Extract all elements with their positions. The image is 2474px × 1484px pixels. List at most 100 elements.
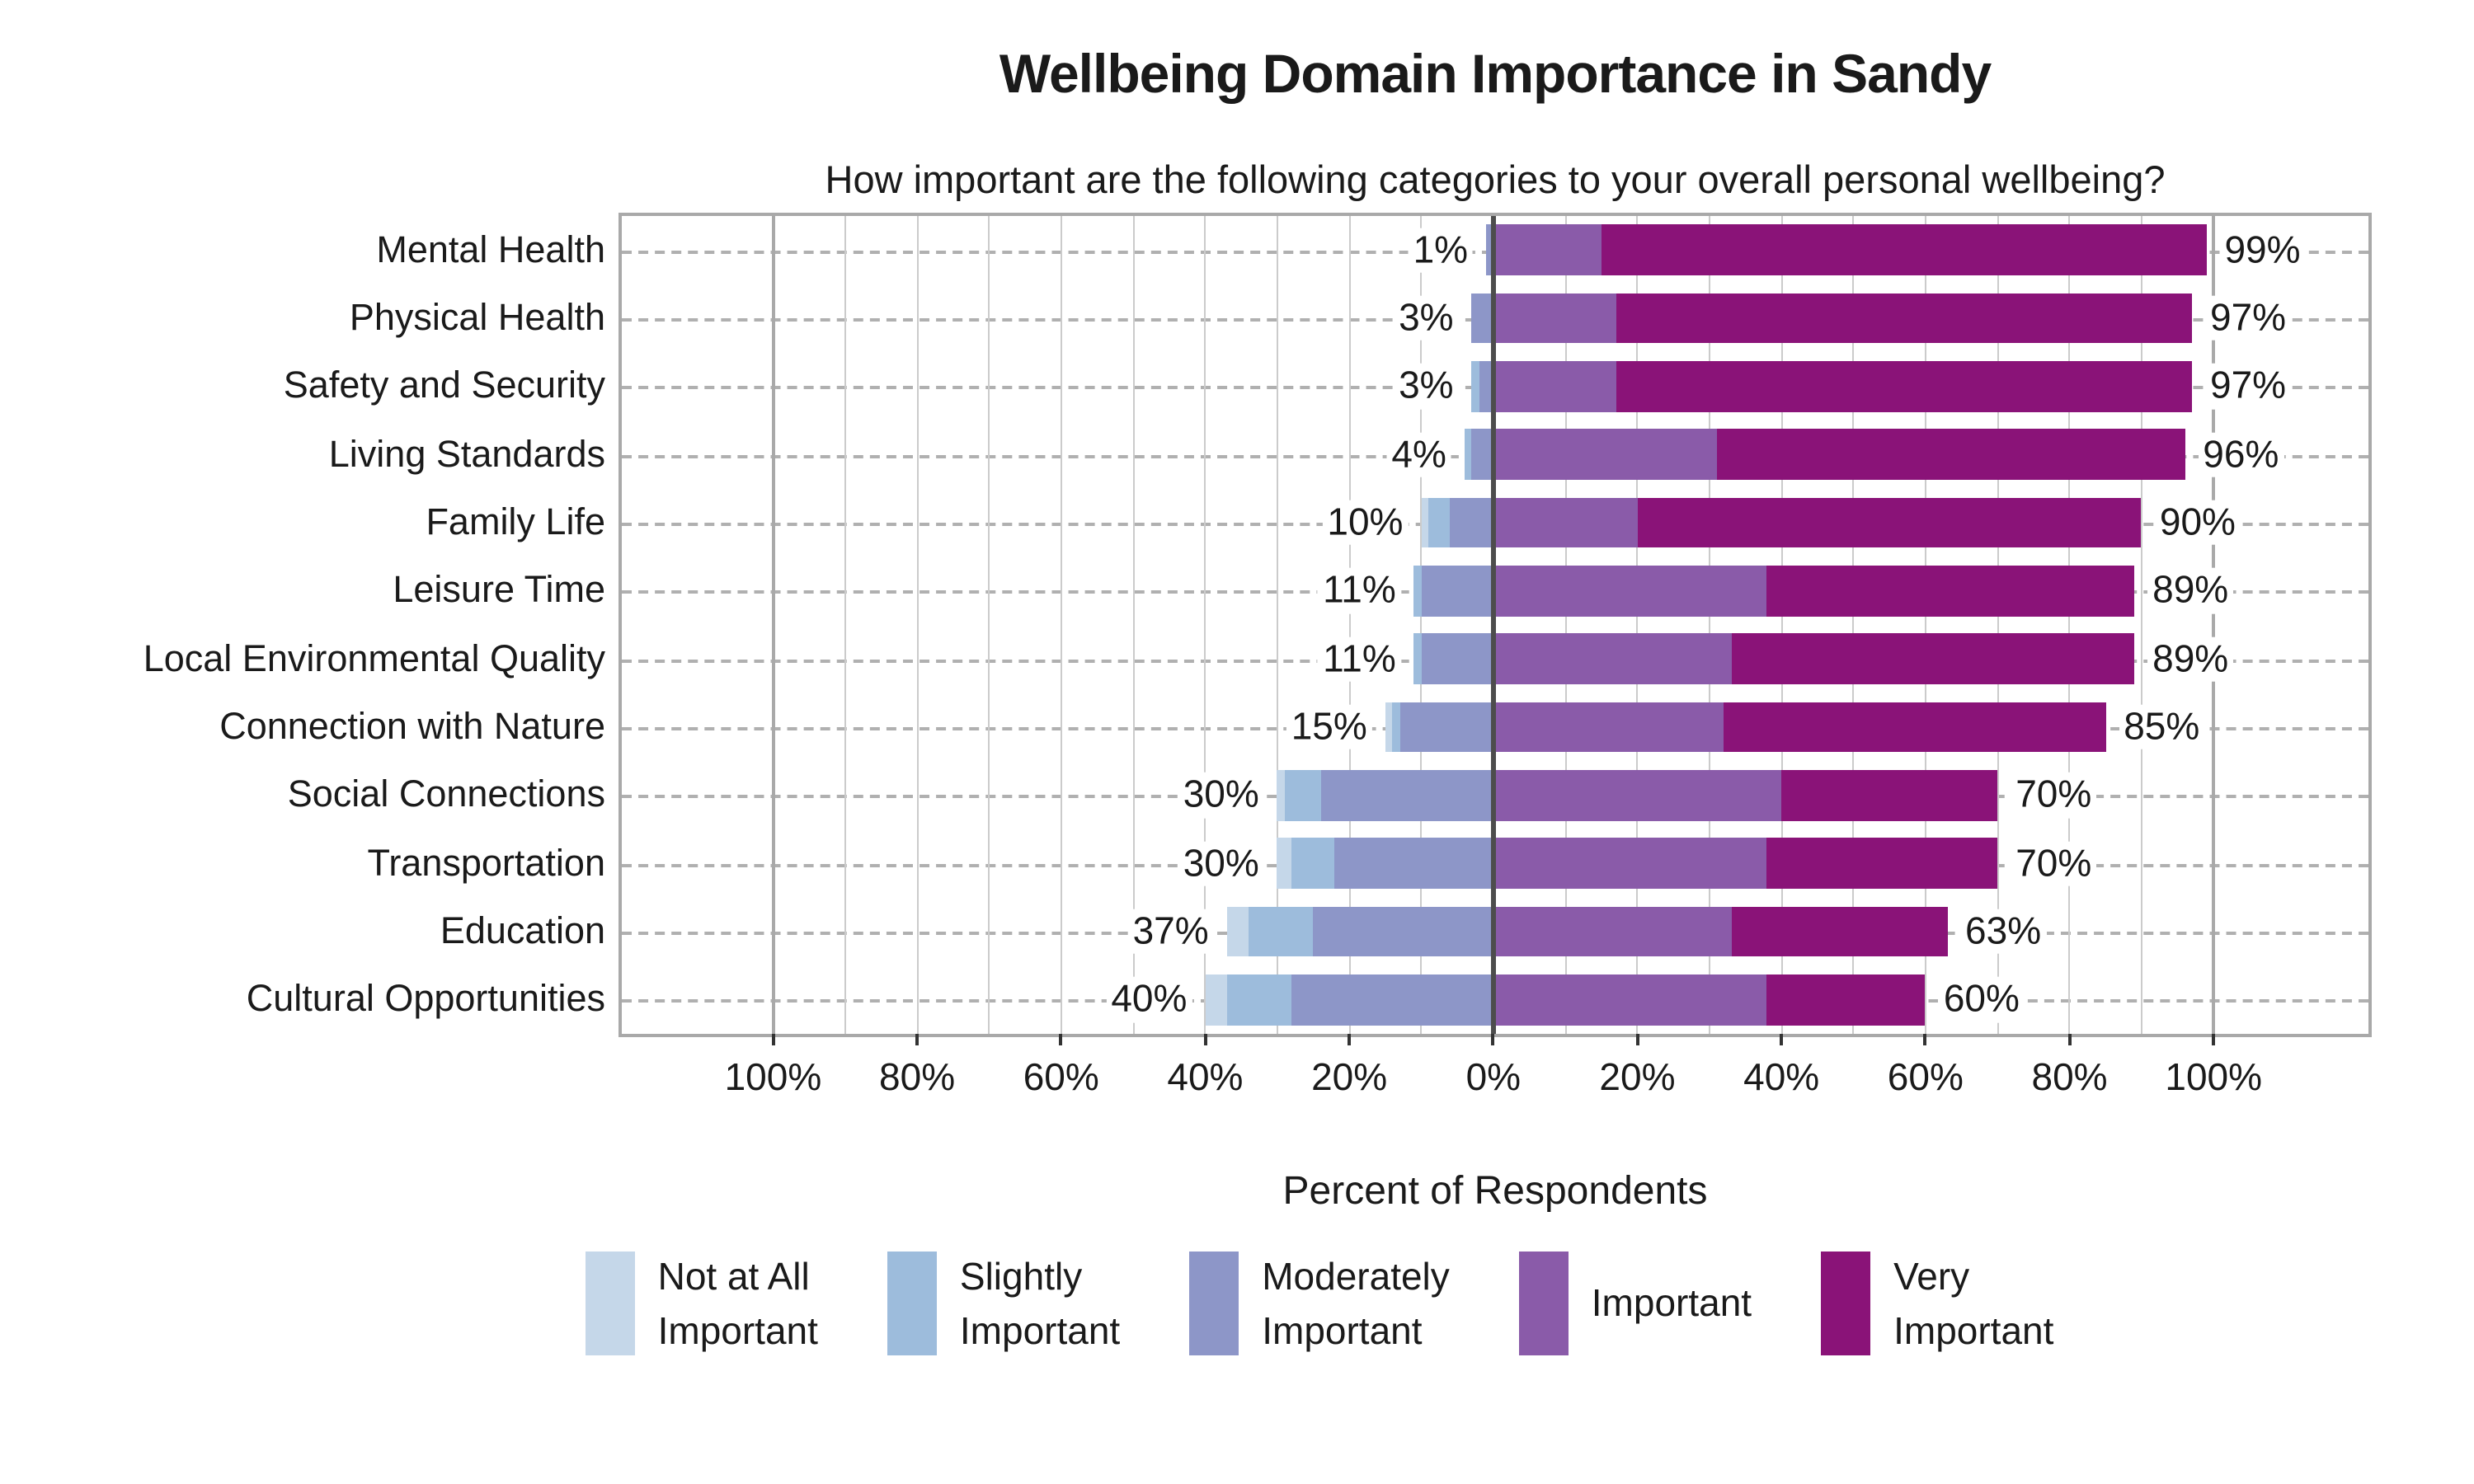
- bar-segment-not-at-all-important: [1277, 838, 1292, 889]
- x-tick-label: 80%: [2031, 1055, 2108, 1098]
- gridline: [1348, 216, 1351, 1034]
- bar-segment-important: [1493, 497, 1638, 548]
- bar-segment-very-important: [1766, 974, 1926, 1026]
- legend-swatch: [1821, 1252, 1871, 1356]
- bar-segment-slightly-important: [1284, 770, 1321, 821]
- right-total-label: 97%: [2205, 364, 2292, 409]
- gridline: [1060, 216, 1062, 1034]
- legend-label: Not at All Important: [657, 1255, 818, 1352]
- bar-segment-important: [1493, 906, 1732, 957]
- x-tick-label: 0%: [1465, 1055, 1522, 1098]
- plot-area: Mental Health 1% 99% Physical Health 3% 97% Sa…: [143, 213, 2372, 1098]
- legend-label: Important: [1591, 1281, 1752, 1325]
- x-tick: [1780, 1034, 1784, 1045]
- x-tick: [1491, 1034, 1495, 1045]
- right-total-label: 85%: [2119, 704, 2205, 750]
- gridline: [2068, 216, 2071, 1034]
- left-total-label: 11%: [1318, 636, 1401, 682]
- right-total-label: 63%: [1960, 909, 2047, 955]
- chart-subtitle: How important are the following categori…: [825, 158, 2166, 201]
- gridline: [1132, 216, 1135, 1034]
- left-total-label: 30%: [1178, 773, 1264, 818]
- category-label: Cultural Opportunities: [246, 978, 605, 1020]
- right-total-label: 70%: [2011, 773, 2097, 818]
- x-tick: [915, 1034, 920, 1045]
- x-tick: [1203, 1034, 1207, 1045]
- bar-segment-important: [1493, 702, 1724, 753]
- bar-segment-important: [1493, 633, 1732, 684]
- x-tick-label: 80%: [879, 1055, 956, 1098]
- bar-segment-moderately-important: [1479, 361, 1493, 412]
- bar-segment-important: [1493, 224, 1602, 275]
- bar-segment-important: [1493, 429, 1717, 480]
- bar-segment-moderately-important: [1486, 224, 1493, 275]
- gridline: [1852, 216, 1855, 1034]
- bar-segment-not-at-all-important: [1277, 770, 1285, 821]
- gridline: [916, 216, 919, 1034]
- x-tick: [1635, 1034, 1639, 1045]
- bar-segment-not-at-all-important: [1205, 974, 1227, 1026]
- x-tick: [771, 1034, 775, 1045]
- x-tick: [1923, 1034, 1927, 1045]
- bar-segment-moderately-important: [1471, 293, 1493, 344]
- x-tick-label: 60%: [1887, 1055, 1964, 1098]
- right-total-label: 99%: [2219, 228, 2306, 273]
- bar-segment-important: [1493, 566, 1767, 617]
- x-tick-label: 20%: [1311, 1055, 1388, 1098]
- bar-segment-very-important: [1766, 838, 1998, 889]
- bar-segment-very-important: [1731, 633, 2135, 684]
- x-tick: [2067, 1034, 2072, 1045]
- right-total-label: 89%: [2147, 568, 2234, 613]
- bar-segment-important: [1493, 770, 1782, 821]
- right-total-label: 90%: [2154, 500, 2241, 546]
- gridline: [2140, 216, 2142, 1034]
- x-tick-label: 100%: [724, 1055, 822, 1098]
- bar-segment-very-important: [1766, 566, 2135, 617]
- legend-swatch: [1518, 1252, 1569, 1356]
- left-total-label: 10%: [1322, 500, 1409, 546]
- chart-row: Leisure Time 11% 89%: [393, 556, 2368, 625]
- bar-segment-moderately-important: [1450, 497, 1493, 548]
- bar-segment-very-important: [1724, 702, 2106, 753]
- x-axis-label: Percent of Respondents: [1282, 1169, 1708, 1214]
- bar-segment-important: [1493, 974, 1767, 1026]
- left-total-label: 4%: [1386, 432, 1451, 477]
- gridline: [1924, 216, 1926, 1034]
- legend: Not at All Important Slightly Important Mo…: [297, 1250, 2342, 1358]
- right-total-label: 97%: [2205, 295, 2292, 341]
- gridline: [988, 216, 990, 1034]
- bar-segment-slightly-important: [1291, 838, 1335, 889]
- legend-label: Very Important: [1893, 1255, 2054, 1352]
- bar-segment-slightly-important: [1471, 361, 1479, 412]
- x-tick: [2212, 1034, 2216, 1045]
- bar-segment-moderately-important: [1291, 974, 1493, 1026]
- zero-line: [1490, 216, 1496, 1034]
- x-tick-label: 40%: [1743, 1055, 1820, 1098]
- legend-swatch: [887, 1252, 937, 1356]
- bar-segment-moderately-important: [1334, 838, 1493, 889]
- legend-item: Not at All Important: [585, 1250, 818, 1358]
- legend-item: Slightly Important: [887, 1250, 1120, 1358]
- chart-row: Living Standards 4% 96%: [329, 420, 2368, 489]
- gridline: [1997, 216, 1999, 1034]
- bar-segment-very-important: [1616, 293, 2192, 344]
- x-tick-label: 100%: [2165, 1055, 2263, 1098]
- category-label: Social Connections: [287, 773, 605, 815]
- right-total-label: 70%: [2011, 841, 2097, 886]
- bar-segment-very-important: [1731, 906, 1948, 957]
- left-total-label: 11%: [1318, 568, 1401, 613]
- x-tick: [1348, 1034, 1352, 1045]
- legend-label: Slightly Important: [959, 1255, 1121, 1352]
- category-label: Safety and Security: [283, 364, 605, 406]
- gridline: [1564, 216, 1567, 1034]
- gridline: [844, 216, 846, 1034]
- bar-segment-moderately-important: [1421, 566, 1493, 617]
- gridline: [1204, 216, 1206, 1034]
- x-tick-label: 60%: [1023, 1055, 1099, 1098]
- chart-row: Mental Health 1% 99%: [376, 216, 2368, 284]
- x-tick-label: 40%: [1167, 1055, 1244, 1098]
- legend-swatch: [1189, 1252, 1239, 1356]
- legend-swatch: [585, 1252, 635, 1356]
- bar-segment-moderately-important: [1421, 633, 1493, 684]
